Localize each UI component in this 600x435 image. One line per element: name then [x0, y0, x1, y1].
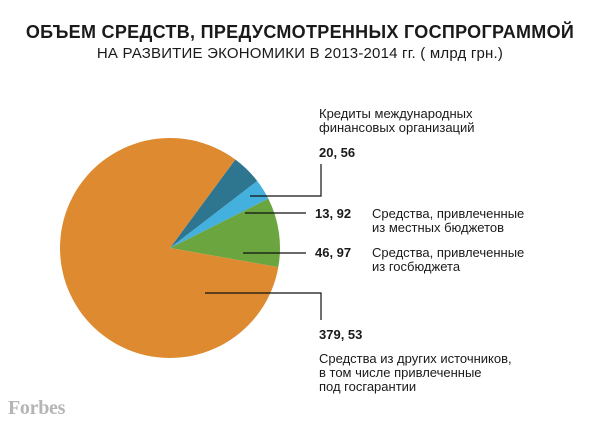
chart-subtitle: НА РАЗВИТИЕ ЭКОНОМИКИ В 2013-2014 гг. ( …	[96, 45, 504, 62]
slice-label-state-budget: Средства, привлеченные из госбюджета	[372, 245, 524, 274]
forbes-logo: Forbes	[8, 397, 66, 419]
pie-slice-local-budgets	[170, 181, 269, 248]
leader-line-other-sources	[205, 292, 322, 320]
slice-label-intl-credits: Кредиты международных финансовых организа…	[319, 106, 475, 135]
chart-title: ОБЪЕМ СРЕДСТВ, ПРЕДУСМОТРЕННЫХ ГОСПРОГРА…	[25, 22, 575, 42]
pie-slice-other-sources	[59, 137, 279, 358]
value-label-intl-credits: 20, 56	[319, 145, 355, 160]
value-label-state-budget: 46, 97	[315, 245, 351, 260]
slice-label-other-sources: Средства из других источников, в том числ…	[319, 351, 512, 394]
leader-line-intl-credits	[250, 164, 322, 197]
value-label-local-budgets: 13, 92	[315, 206, 351, 221]
pie-slice-state-budget	[170, 198, 280, 268]
slice-label-local-budgets: Средства, привлеченные из местных бюджето…	[372, 206, 524, 235]
value-label-other-sources: 379, 53	[319, 327, 362, 342]
pie-slice-intl-credits	[170, 159, 258, 248]
